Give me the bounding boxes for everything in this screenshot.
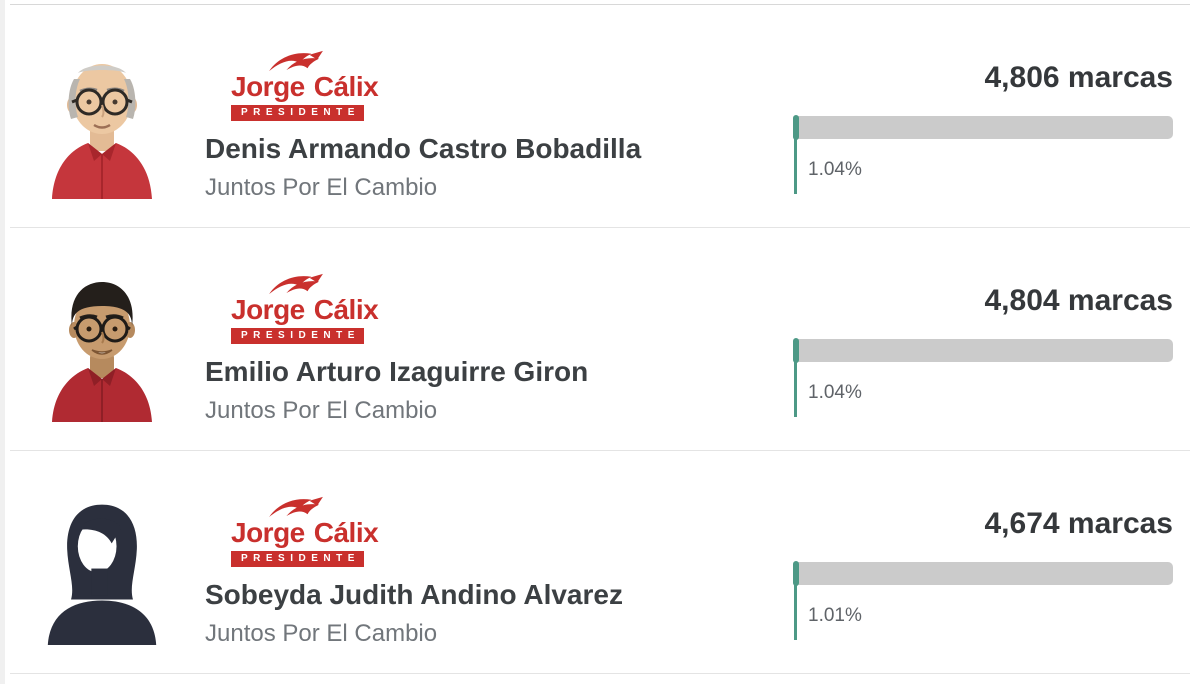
phoenix-icon	[269, 50, 323, 72]
bar-marker-line	[794, 339, 797, 417]
candidate-photo	[34, 49, 170, 199]
percentage-label: 1.01%	[808, 605, 862, 626]
result-bar: 1.01%	[793, 561, 1173, 642]
marks-count-label: 4,806 marcas	[984, 61, 1174, 94]
candidate-name: Denis Armando Castro Bobadilla	[205, 133, 642, 164]
party-logo: Jorge Cálix PRESIDENTE	[231, 49, 391, 121]
candidate-info: Jorge Cálix PRESIDENTE Sobeyda Judith An…	[205, 451, 623, 647]
logo-presidente-banner: PRESIDENTE	[231, 551, 364, 567]
party-name: Juntos Por El Cambio	[205, 620, 438, 647]
logo-word-calix: Cálix	[313, 71, 379, 102]
logo-presidente-banner: PRESIDENTE	[231, 328, 364, 344]
candidate-row[interactable]: Jorge Cálix PRESIDENTE Sobeyda Judith An…	[10, 451, 1190, 674]
placeholder-avatar-icon	[47, 504, 157, 645]
candidate-row[interactable]: Jorge Cálix PRESIDENTE Denis Armando Cas…	[10, 5, 1190, 228]
young-man-photo	[52, 282, 152, 422]
bar-marker-line	[794, 562, 797, 640]
logo-word-jorge: Jorge	[231, 71, 305, 102]
candidates-list: Jorge Cálix PRESIDENTE Denis Armando Cas…	[10, 4, 1190, 674]
bar-marker-line	[794, 116, 797, 194]
page-left-edge	[0, 0, 5, 684]
logo-word-calix: Cálix	[313, 517, 379, 548]
logo-presidente-banner: PRESIDENTE	[231, 105, 364, 121]
logo-wordmark: Jorge Cálix	[231, 72, 391, 102]
candidate-info: Jorge Cálix PRESIDENTE Denis Armando Cas…	[205, 5, 641, 201]
result-bar: 1.04%	[793, 338, 1173, 419]
bar-track	[793, 116, 1173, 139]
elderly-man-photo	[52, 64, 152, 199]
candidate-photo	[34, 495, 170, 645]
logo-wordmark: Jorge Cálix	[231, 518, 391, 548]
logo-word-calix: Cálix	[313, 294, 379, 325]
candidate-name: Emilio Arturo Izaguirre Giron	[205, 356, 589, 387]
candidate-row[interactable]: Jorge Cálix PRESIDENTE Emilio Arturo Iza…	[10, 228, 1190, 451]
phoenix-icon	[269, 496, 323, 518]
marks-count-label: 4,674 marcas	[984, 507, 1174, 540]
party-name: Juntos Por El Cambio	[205, 174, 438, 201]
party-logo: Jorge Cálix PRESIDENTE	[231, 272, 391, 344]
logo-word-jorge: Jorge	[231, 517, 305, 548]
candidate-info: Jorge Cálix PRESIDENTE Emilio Arturo Iza…	[205, 228, 588, 424]
phoenix-icon	[269, 273, 323, 295]
bar-track	[793, 339, 1173, 362]
percentage-label: 1.04%	[808, 382, 862, 403]
logo-wordmark: Jorge Cálix	[231, 295, 391, 325]
candidate-name: Sobeyda Judith Andino Alvarez	[205, 579, 623, 610]
candidate-stats: 4,806 marcas 1.04%	[793, 5, 1173, 196]
percentage-label: 1.04%	[808, 159, 862, 180]
candidate-stats: 4,804 marcas 1.04%	[793, 228, 1173, 419]
result-bar: 1.04%	[793, 115, 1173, 196]
marks-count-label: 4,804 marcas	[984, 284, 1174, 317]
logo-word-jorge: Jorge	[231, 294, 305, 325]
bar-track	[793, 562, 1173, 585]
candidate-photo	[34, 272, 170, 422]
party-name: Juntos Por El Cambio	[205, 397, 438, 424]
party-logo: Jorge Cálix PRESIDENTE	[231, 495, 391, 567]
candidate-stats: 4,674 marcas 1.01%	[793, 451, 1173, 642]
